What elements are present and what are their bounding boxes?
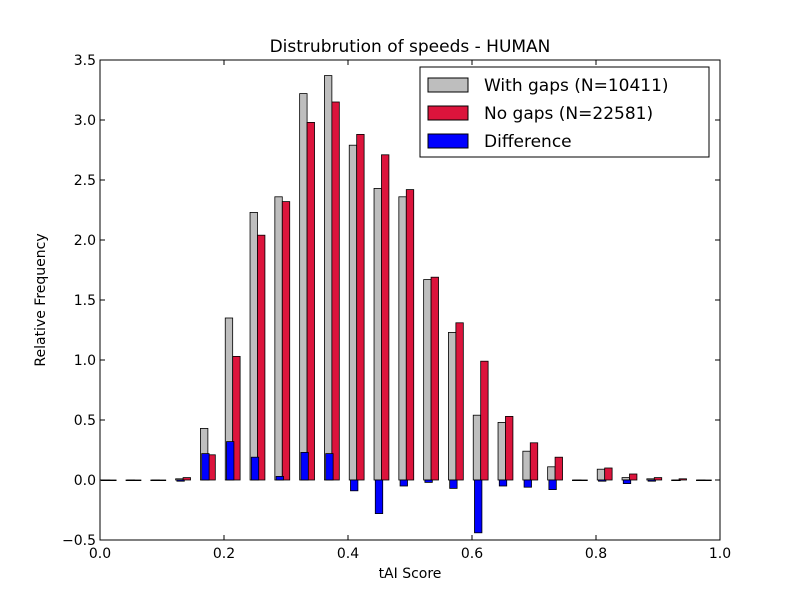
chart-title: Distrubrution of speeds - HUMAN	[270, 37, 551, 57]
no-gaps-bar	[306, 122, 315, 481]
no-gaps-bar	[678, 478, 687, 481]
with-gaps-bar	[423, 279, 432, 481]
difference-bar	[622, 479, 632, 484]
no-gaps-bar	[281, 201, 291, 481]
bars-group	[100, 75, 712, 534]
difference-bar	[474, 479, 483, 534]
with-gaps-bar	[299, 93, 308, 481]
difference-bar	[498, 479, 508, 487]
no-gaps-bar	[529, 442, 539, 481]
no-gaps-bar	[331, 101, 340, 481]
y-tick-label: 2.0	[74, 233, 96, 249]
y-tick-label: 0.0	[74, 473, 96, 489]
with-gaps-bar	[522, 450, 531, 481]
y-tick-label: 1.5	[74, 293, 96, 309]
legend-swatch-with-gaps	[427, 77, 469, 93]
y-tick-label: 3.0	[74, 113, 96, 129]
y-tick-label: 2.5	[74, 173, 96, 189]
no-gaps-bar	[480, 360, 489, 481]
legend-label: No gaps (N=22581)	[484, 104, 653, 124]
with-gaps-bar	[249, 211, 258, 481]
difference-bar	[374, 479, 384, 514]
no-gaps-bar	[430, 276, 439, 481]
no-gaps-bar	[653, 477, 663, 481]
difference-bar	[325, 453, 334, 481]
difference-bar	[226, 441, 235, 481]
difference-bar	[548, 479, 557, 491]
difference-bar	[300, 451, 309, 481]
x-tick-label: 0.8	[585, 546, 607, 562]
difference-bar	[647, 479, 656, 482]
no-gaps-bar	[629, 473, 638, 481]
with-gaps-bar	[398, 196, 407, 481]
with-gaps-bar	[324, 75, 333, 481]
difference-bar	[523, 479, 532, 488]
legend: With gaps (N=10411) No gaps (N=22581) Diff…	[419, 66, 710, 158]
x-axis-label: tAI Score	[379, 566, 442, 582]
difference-bar	[424, 479, 433, 483]
no-gaps-bar	[505, 415, 514, 481]
legend-label: Difference	[484, 132, 572, 152]
with-gaps-bar	[448, 331, 457, 481]
no-gaps-bar	[381, 154, 390, 481]
no-gaps-bar	[232, 355, 241, 481]
with-gaps-bar	[348, 144, 358, 481]
difference-bar	[250, 456, 260, 481]
x-tick-label: 1.0	[709, 546, 731, 562]
no-gaps-bar	[182, 477, 191, 481]
y-axis-label: Relative Frequency	[33, 233, 49, 366]
no-gaps-bar	[554, 456, 563, 481]
difference-bar	[176, 479, 185, 482]
difference-bar	[449, 479, 458, 489]
with-gaps-bar	[596, 468, 606, 481]
with-gaps-bar	[547, 466, 556, 481]
y-tick-label: −0.5	[62, 533, 96, 549]
difference-bar	[399, 479, 408, 487]
no-gaps-bar	[257, 234, 266, 481]
x-tick-label: 0.2	[213, 546, 235, 562]
plot-frame	[99, 59, 721, 541]
x-tick-label: 0.6	[461, 546, 483, 562]
no-gaps-bar	[405, 189, 415, 481]
difference-bar	[573, 479, 582, 482]
x-tick-label: 0.4	[337, 546, 359, 562]
ticks-group: 0.0 0.2 0.4 0.6 0.8 1.0−0.50.00.51.01.52.02.5…	[62, 53, 731, 562]
with-gaps-bar	[497, 421, 506, 481]
legend-label: With gaps (N=10411)	[484, 76, 669, 96]
no-gaps-bar	[604, 467, 613, 481]
difference-bar	[126, 479, 136, 482]
legend-swatch-difference	[427, 133, 469, 149]
difference-bar	[672, 479, 681, 482]
difference-bar	[151, 479, 160, 482]
no-gaps-bar	[356, 133, 365, 481]
y-tick-label: 0.5	[74, 413, 96, 429]
y-tick-label: 3.5	[74, 53, 96, 69]
difference-bar	[598, 479, 607, 482]
difference-bar	[697, 479, 706, 482]
with-gaps-bar	[274, 196, 283, 481]
with-gaps-bar	[373, 187, 382, 481]
legend-swatch-no-gaps	[427, 105, 469, 121]
y-tick-label: 1.0	[74, 353, 96, 369]
difference-bar	[350, 479, 359, 492]
with-gaps-bar	[472, 414, 482, 481]
x-tick-label: 0.0	[89, 546, 111, 562]
difference-bar	[275, 475, 284, 481]
no-gaps-bar	[455, 322, 464, 481]
difference-bar	[201, 453, 210, 481]
